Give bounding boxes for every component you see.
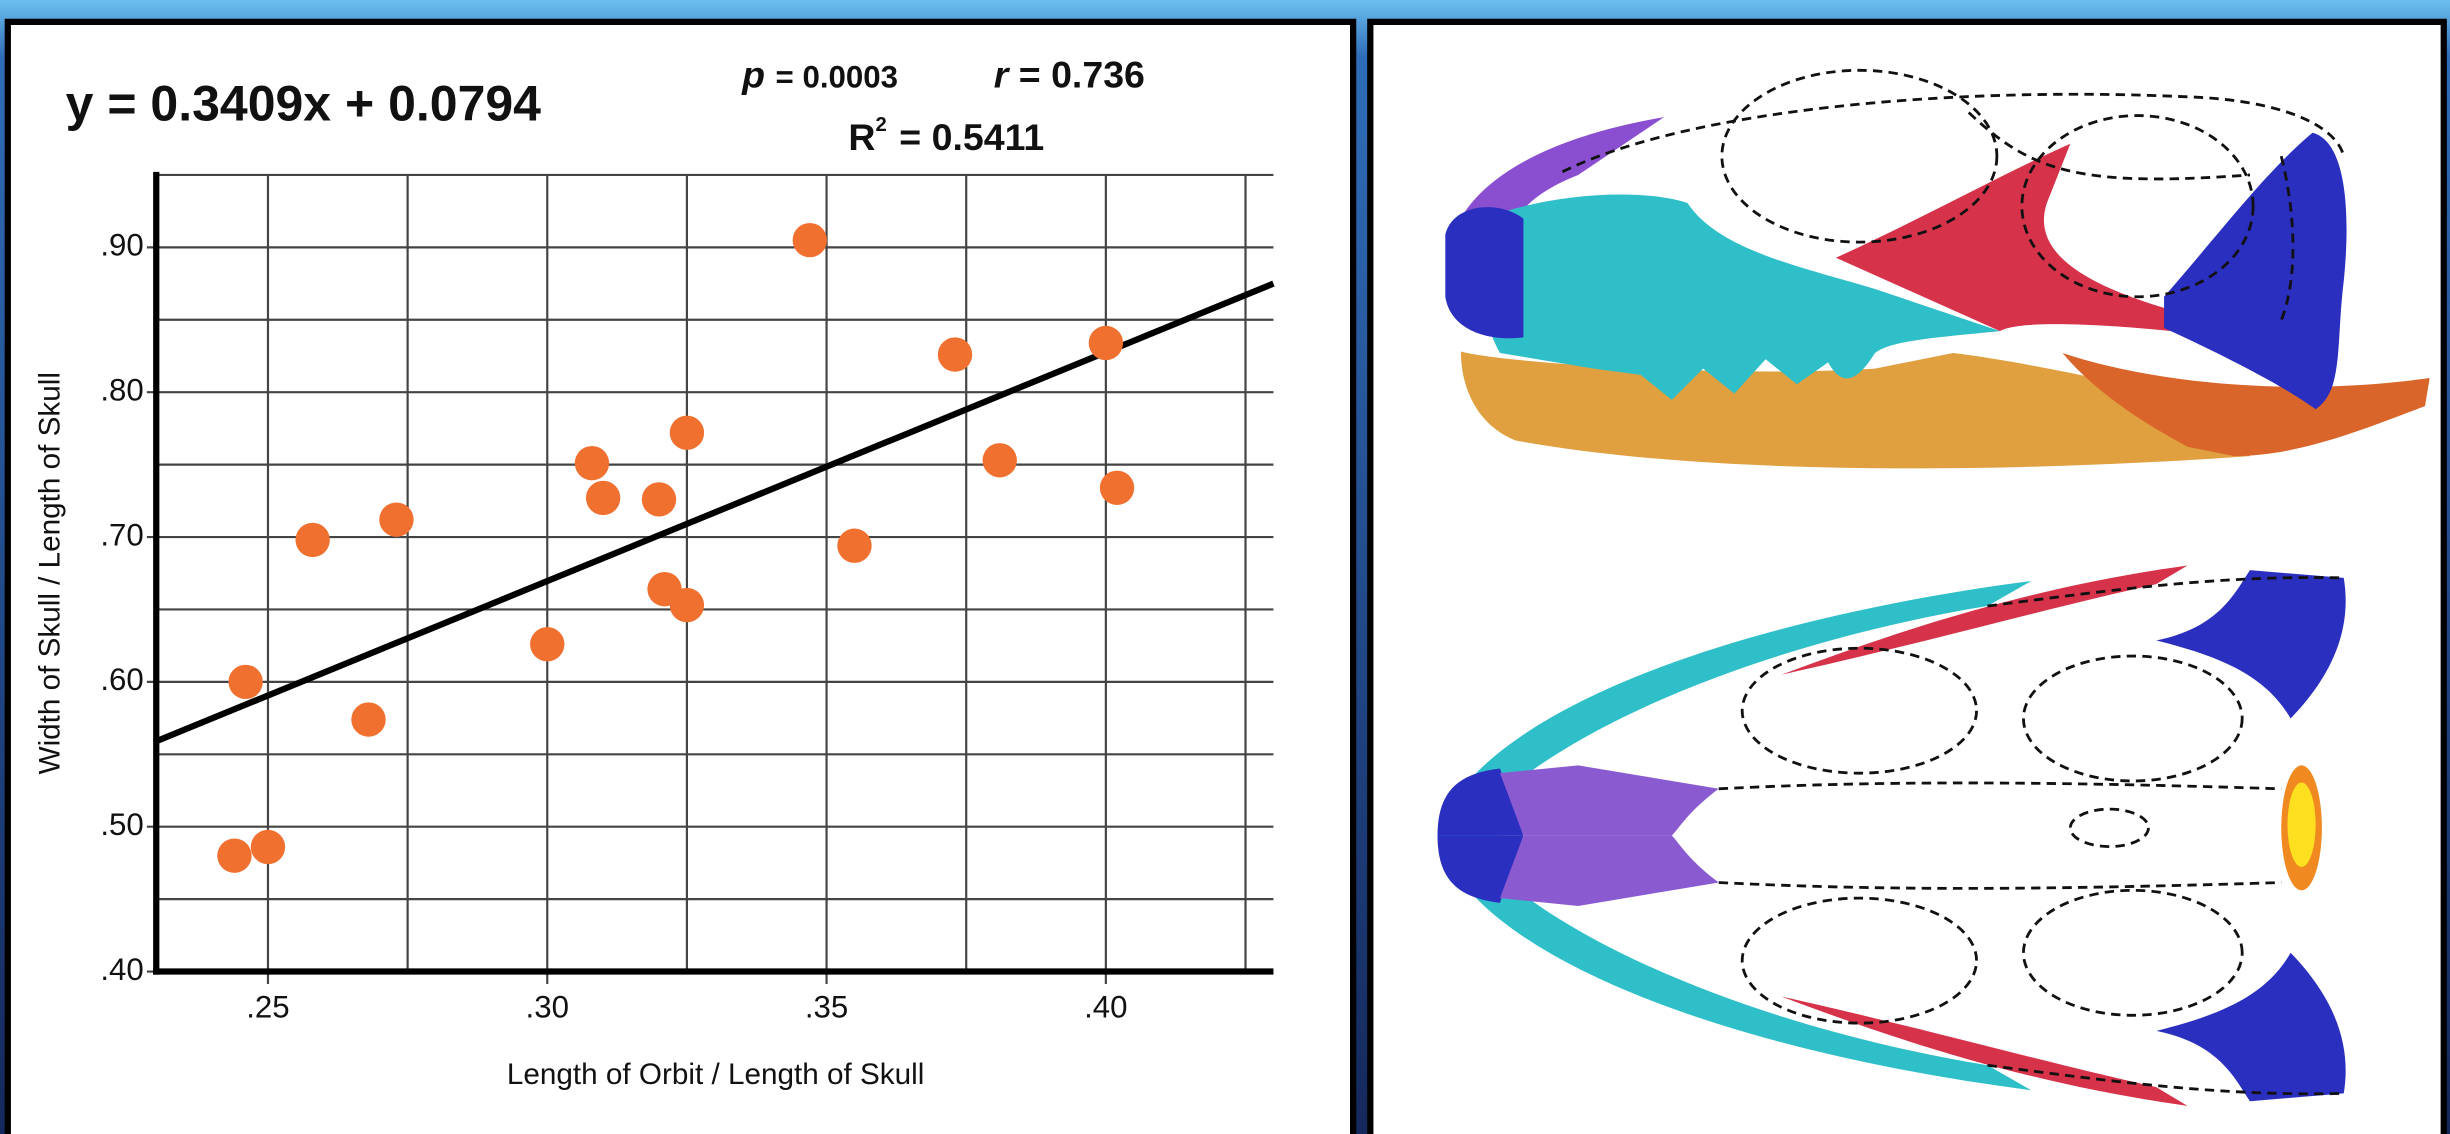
occipital bbox=[2288, 783, 2316, 867]
x-tick-label: .30 bbox=[526, 989, 569, 1024]
data-point bbox=[251, 830, 285, 864]
data-point bbox=[1100, 471, 1134, 505]
page: {"chart_data": { "type": "scatter", "equ… bbox=[0, 0, 2450, 1134]
data-point bbox=[530, 627, 564, 661]
chart-panel bbox=[8, 22, 1353, 1134]
r2-text: = 0.5411 bbox=[899, 116, 1044, 158]
equation: y = 0.3409x + 0.0794 bbox=[66, 75, 542, 131]
x-axis-title: Length of Orbit / Length of Skull bbox=[507, 1058, 924, 1091]
data-point bbox=[837, 529, 871, 563]
p-text: = 0.0003 bbox=[776, 59, 898, 94]
data-point bbox=[217, 839, 251, 873]
data-point bbox=[983, 443, 1017, 477]
data-point bbox=[575, 446, 609, 480]
p-label: p bbox=[741, 53, 765, 95]
x-tick-label: .40 bbox=[1084, 989, 1127, 1024]
data-point bbox=[295, 523, 329, 557]
data-point bbox=[938, 337, 972, 371]
r-text: = 0.736 bbox=[1019, 53, 1145, 95]
y-tick-label: .90 bbox=[100, 228, 143, 263]
data-point bbox=[670, 416, 704, 450]
figure: y = 0.3409x + 0.0794 p = 0.0003 r = 0.73… bbox=[0, 0, 2450, 1134]
r-label: r bbox=[994, 53, 1011, 95]
data-point bbox=[793, 223, 827, 257]
y-axis-title: Width of Skull / Length of Skull bbox=[33, 372, 66, 774]
premaxilla bbox=[1445, 207, 1523, 338]
data-point bbox=[670, 588, 704, 622]
y-tick-label: .40 bbox=[100, 952, 143, 987]
data-point bbox=[379, 502, 413, 536]
y-tick-label: .80 bbox=[100, 372, 143, 407]
r2-sup: 2 bbox=[876, 114, 887, 136]
y-tick-label: .70 bbox=[100, 517, 143, 552]
y-tick-label: .60 bbox=[100, 662, 143, 697]
data-point bbox=[1089, 326, 1123, 360]
r2-label: R bbox=[848, 116, 875, 158]
data-point bbox=[642, 482, 676, 516]
x-tick-label: .25 bbox=[246, 989, 289, 1024]
y-tick-label: .50 bbox=[100, 807, 143, 842]
data-point bbox=[228, 665, 262, 699]
data-point bbox=[351, 702, 385, 736]
x-tick-label: .35 bbox=[805, 989, 848, 1024]
data-point bbox=[586, 481, 620, 515]
p-value: p = 0.0003 bbox=[741, 53, 898, 95]
r-value: r = 0.736 bbox=[994, 53, 1145, 95]
